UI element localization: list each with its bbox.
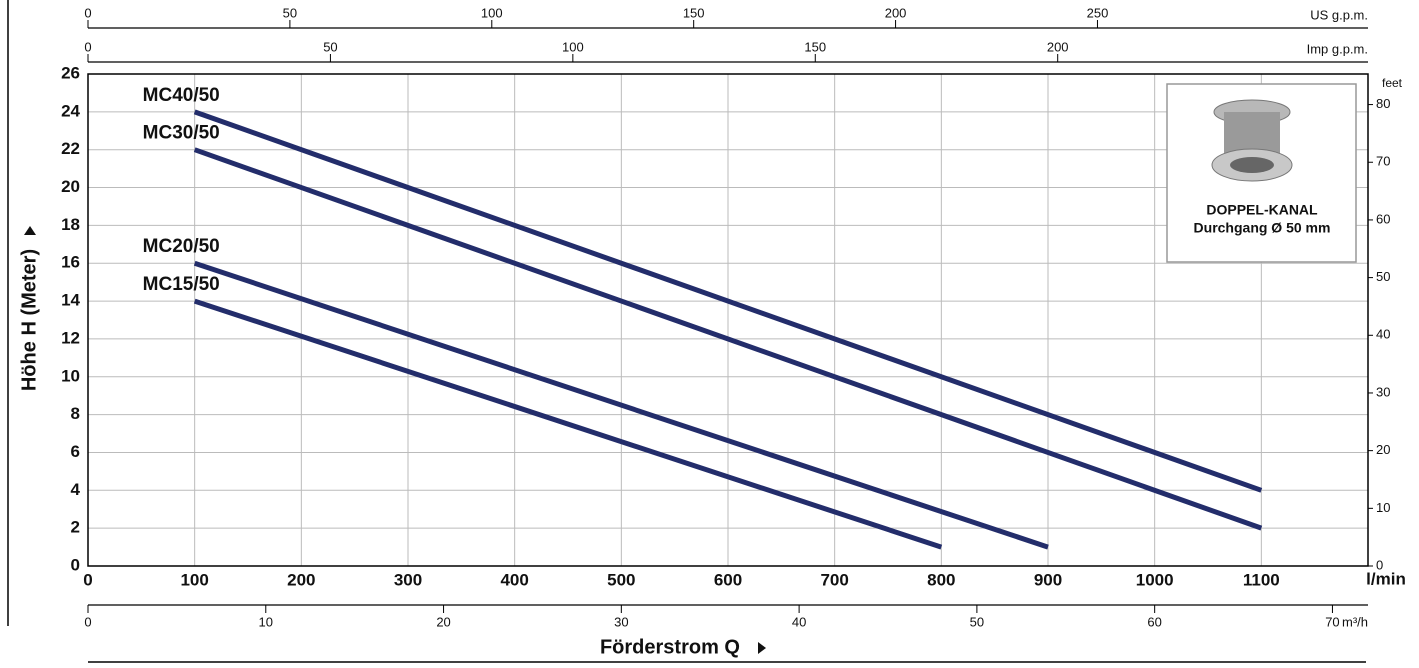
impeller-icon [1230,157,1274,173]
arrow-icon [24,226,36,235]
series-line [193,260,1049,550]
x-tick-label: 500 [607,570,635,589]
y-tick-label: 6 [71,442,80,461]
x-tick-label: 10 [259,614,273,629]
x-unit-label: l/min [1366,569,1406,588]
y-tick-label: 10 [61,366,80,385]
x-tick-label: 0 [83,570,92,589]
x-tick-label: 400 [500,570,528,589]
y-tick-label: 12 [61,328,80,347]
x-tick-label: 100 [481,5,503,20]
x-tick-label: 0 [84,5,91,20]
y-axis-title: Höhe H (Meter) [18,249,40,391]
y-tick-label: 4 [71,480,81,499]
x-tick-label: 100 [562,39,584,54]
y-tick-label: 2 [71,518,80,537]
axis-unit-label: US g.p.m. [1310,7,1368,22]
x-tick-label: 300 [394,570,422,589]
x-tick-label: 800 [927,570,955,589]
x-tick-label: 40 [792,614,806,629]
x-tick-label: 150 [804,39,826,54]
y2-tick-label: 40 [1376,327,1390,342]
x-tick-label: 600 [714,570,742,589]
x-tick-label: 200 [287,570,315,589]
x-tick-label: 0 [84,39,91,54]
y2-tick-label: 30 [1376,384,1390,399]
y-tick-label: 22 [61,139,80,158]
x-tick-label: 50 [283,5,297,20]
y-tick-label: 8 [71,404,80,423]
series-label: MC20/50 [143,236,220,257]
y2-unit-label: feet [1382,76,1403,90]
inset-subtitle: Durchgang Ø 50 mm [1194,220,1331,236]
x-tick-label: 70 [1325,614,1339,629]
x-tick-label: 50 [970,614,984,629]
y-tick-label: 20 [61,177,80,196]
x-tick-label: 200 [885,5,907,20]
y2-tick-label: 80 [1376,96,1390,111]
series-label: MC30/50 [143,123,220,144]
arrow-icon [758,642,766,654]
x-tick-label: 60 [1147,614,1161,629]
y2-tick-label: 50 [1376,269,1390,284]
x-tick-label: 0 [84,614,91,629]
y-tick-label: 26 [61,63,80,82]
x-tick-label: 100 [180,570,208,589]
series-label: MC15/50 [143,274,220,295]
y2-tick-label: 20 [1376,442,1390,457]
x-tick-label: 150 [683,5,705,20]
x-axis-title: Förderstrom Q [600,636,740,658]
inset: DOPPEL-KANAL Durchgang Ø 50 mm [1166,83,1357,263]
axis-unit-label: m³/h [1342,614,1368,629]
series-line [193,298,943,550]
x-tick-label: 250 [1087,5,1109,20]
y2-tick-label: 70 [1376,154,1390,169]
axis-unit-label: Imp g.p.m. [1307,41,1368,56]
inset-title: DOPPEL-KANAL [1206,202,1318,218]
x-tick-label: 1000 [1136,570,1174,589]
y-tick-label: 14 [61,291,80,310]
y-tick-label: 18 [61,215,80,234]
series-line [193,147,1263,531]
y-tick-label: 16 [61,253,80,272]
x-tick-label: 20 [436,614,450,629]
y2-tick-label: 0 [1376,557,1383,572]
x-tick-label: 900 [1034,570,1062,589]
x-tick-label: 30 [614,614,628,629]
x-tick-label: 50 [323,39,337,54]
x-tick-label: 1100 [1243,570,1280,589]
x-tick-label: 700 [820,570,848,589]
y2-tick-label: 10 [1376,500,1390,515]
plot-frame [87,73,1369,567]
y-tick-label: 24 [61,101,80,120]
y2-tick-label: 60 [1376,211,1390,226]
y-tick-label: 0 [71,555,80,574]
series-label: MC40/50 [143,85,220,106]
series-line [193,109,1263,493]
x-tick-label: 200 [1047,39,1069,54]
